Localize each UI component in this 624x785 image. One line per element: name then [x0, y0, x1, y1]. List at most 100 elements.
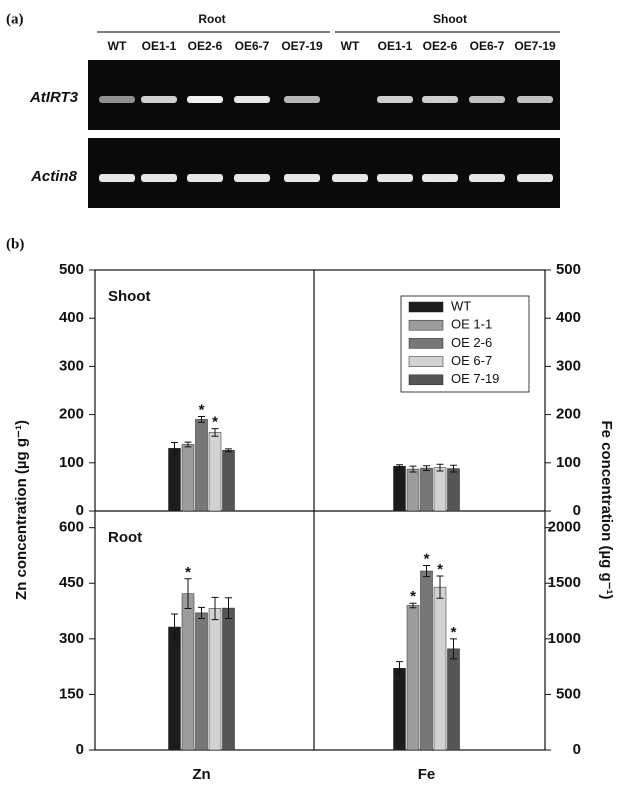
significance-mark: * — [424, 550, 430, 567]
bar — [209, 608, 221, 750]
panel-title: Shoot — [108, 288, 151, 305]
y-tick-label: 600 — [59, 519, 84, 536]
legend-label: WT — [451, 298, 471, 313]
panel-label: (a) — [6, 11, 24, 27]
legend-swatch — [409, 338, 443, 348]
y-tick-label: 150 — [59, 685, 84, 702]
legend-label: OE 6-7 — [451, 353, 492, 368]
lane-label: OE1-1 — [142, 39, 177, 53]
gel-band — [187, 96, 223, 103]
gel-band — [141, 96, 177, 103]
group-label: Root — [198, 12, 225, 26]
gel-band — [187, 174, 223, 182]
panel-title: Root — [108, 529, 142, 546]
gel-band — [422, 174, 458, 182]
significance-mark: * — [199, 401, 205, 418]
bar — [448, 469, 460, 511]
bar — [169, 627, 181, 750]
y2-tick-label: 300 — [556, 357, 581, 374]
x-tick-label: Zn — [192, 766, 210, 783]
panel-label: (b) — [6, 236, 24, 252]
gel-band — [284, 96, 320, 103]
bar — [223, 608, 235, 750]
gel-band — [469, 96, 505, 103]
bar — [421, 468, 433, 511]
lane-label: WT — [108, 39, 127, 53]
gel-band — [234, 174, 270, 182]
gel-band — [517, 96, 553, 103]
legend-swatch — [409, 375, 443, 385]
gel-band — [99, 96, 135, 103]
y2-tick-label: 400 — [556, 309, 581, 326]
y2-tick-label: 100 — [556, 454, 581, 471]
bar — [169, 448, 181, 511]
legend-swatch — [409, 320, 443, 330]
y-tick-label: 200 — [59, 406, 84, 423]
y-tick-label: 300 — [59, 630, 84, 647]
legend-swatch — [409, 302, 443, 312]
figure: (a) Root Shoot AtIRT3 Actin8 (b) Zn conc… — [0, 0, 624, 785]
legend-label: OE 7-19 — [451, 371, 499, 386]
lane-label: WT — [341, 39, 360, 53]
y2-axis-label: Fe concentration (µg g⁻¹) — [598, 420, 615, 599]
gel-band — [377, 174, 413, 182]
lane-label: OE6-7 — [235, 39, 270, 53]
bar — [209, 432, 221, 511]
gel-band — [422, 96, 458, 103]
gel-band — [332, 174, 368, 182]
group-label: Shoot — [433, 12, 467, 26]
y2-tick-label: 1000 — [548, 630, 581, 647]
gene-label: AtIRT3 — [29, 89, 79, 106]
bar — [182, 594, 194, 750]
gel — [88, 60, 560, 130]
gel-band — [141, 174, 177, 182]
y-tick-label: 300 — [59, 357, 84, 374]
legend-label: OE 2-6 — [451, 335, 492, 350]
gel-band — [284, 174, 320, 182]
bar — [394, 668, 406, 750]
gel-band — [469, 174, 505, 182]
y-axis-label: Zn concentration (µg g⁻¹) — [13, 420, 30, 600]
y-tick-label: 500 — [59, 261, 84, 278]
legend-label: OE 1-1 — [451, 317, 492, 332]
bar — [394, 466, 406, 511]
lane-label: OE6-7 — [470, 39, 505, 53]
bar — [196, 613, 208, 750]
significance-mark: * — [451, 624, 457, 641]
y2-tick-label: 2000 — [548, 519, 581, 536]
bar — [182, 444, 194, 511]
y-tick-label: 450 — [59, 574, 84, 591]
bar — [223, 450, 235, 511]
bar — [434, 587, 446, 750]
bar — [407, 605, 419, 750]
lane-label: OE2-6 — [423, 39, 458, 53]
bar — [421, 571, 433, 750]
legend-swatch — [409, 357, 443, 367]
gel-band — [517, 174, 553, 182]
y2-tick-label: 500 — [556, 261, 581, 278]
lane-label: OE1-1 — [378, 39, 413, 53]
y-tick-label: 0 — [76, 741, 84, 758]
y-tick-label: 400 — [59, 309, 84, 326]
gel-band — [377, 96, 413, 103]
y-tick-label: 100 — [59, 454, 84, 471]
gel — [88, 138, 560, 208]
lane-label: OE7-19 — [514, 39, 556, 53]
y2-tick-label: 200 — [556, 406, 581, 423]
lane-label: OE2-6 — [188, 39, 223, 53]
bar — [434, 468, 446, 511]
significance-mark: * — [410, 588, 416, 605]
y2-tick-label: 0 — [573, 502, 581, 519]
gene-label: Actin8 — [30, 168, 78, 185]
bar — [196, 419, 208, 511]
significance-mark: * — [212, 414, 218, 431]
y2-tick-label: 0 — [573, 741, 581, 758]
significance-mark: * — [437, 561, 443, 578]
y2-tick-label: 500 — [556, 685, 581, 702]
gel-band — [234, 96, 270, 103]
y2-tick-label: 1500 — [548, 574, 581, 591]
bar — [448, 649, 460, 750]
x-tick-label: Fe — [418, 766, 436, 783]
y-tick-label: 0 — [76, 502, 84, 519]
gel-band — [99, 174, 135, 182]
